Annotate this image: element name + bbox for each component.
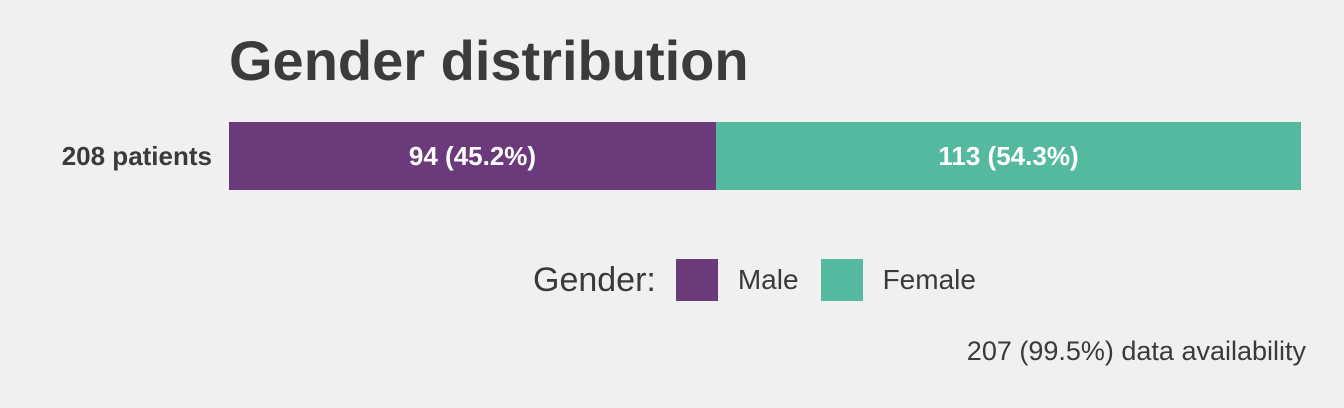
legend-swatch-female (820, 259, 863, 301)
row-label: 208 patients (61, 141, 212, 171)
legend-swatch-male (675, 259, 718, 301)
legend-title: Gender: (533, 260, 656, 299)
data-label-female: 113 (54.3%) (938, 141, 1079, 171)
chart-title: Gender distribution (229, 29, 749, 92)
legend-item-male: Male (675, 259, 799, 301)
stacked-bar: 94 (45.2%) 113 (54.3%) (229, 122, 1306, 190)
bar-segment-male: 94 (45.2%) (229, 122, 716, 190)
data-availability-note: 207 (99.5%) data availability (966, 336, 1306, 366)
bar-segment-female: 113 (54.3%) (716, 122, 1301, 190)
legend-label-female: Female (882, 264, 976, 295)
legend-label-male: Male (737, 264, 799, 295)
legend-item-female: Female (820, 259, 976, 301)
data-label-male: 94 (45.2%) (408, 141, 537, 171)
legend: Gender: Male Female (533, 258, 998, 302)
